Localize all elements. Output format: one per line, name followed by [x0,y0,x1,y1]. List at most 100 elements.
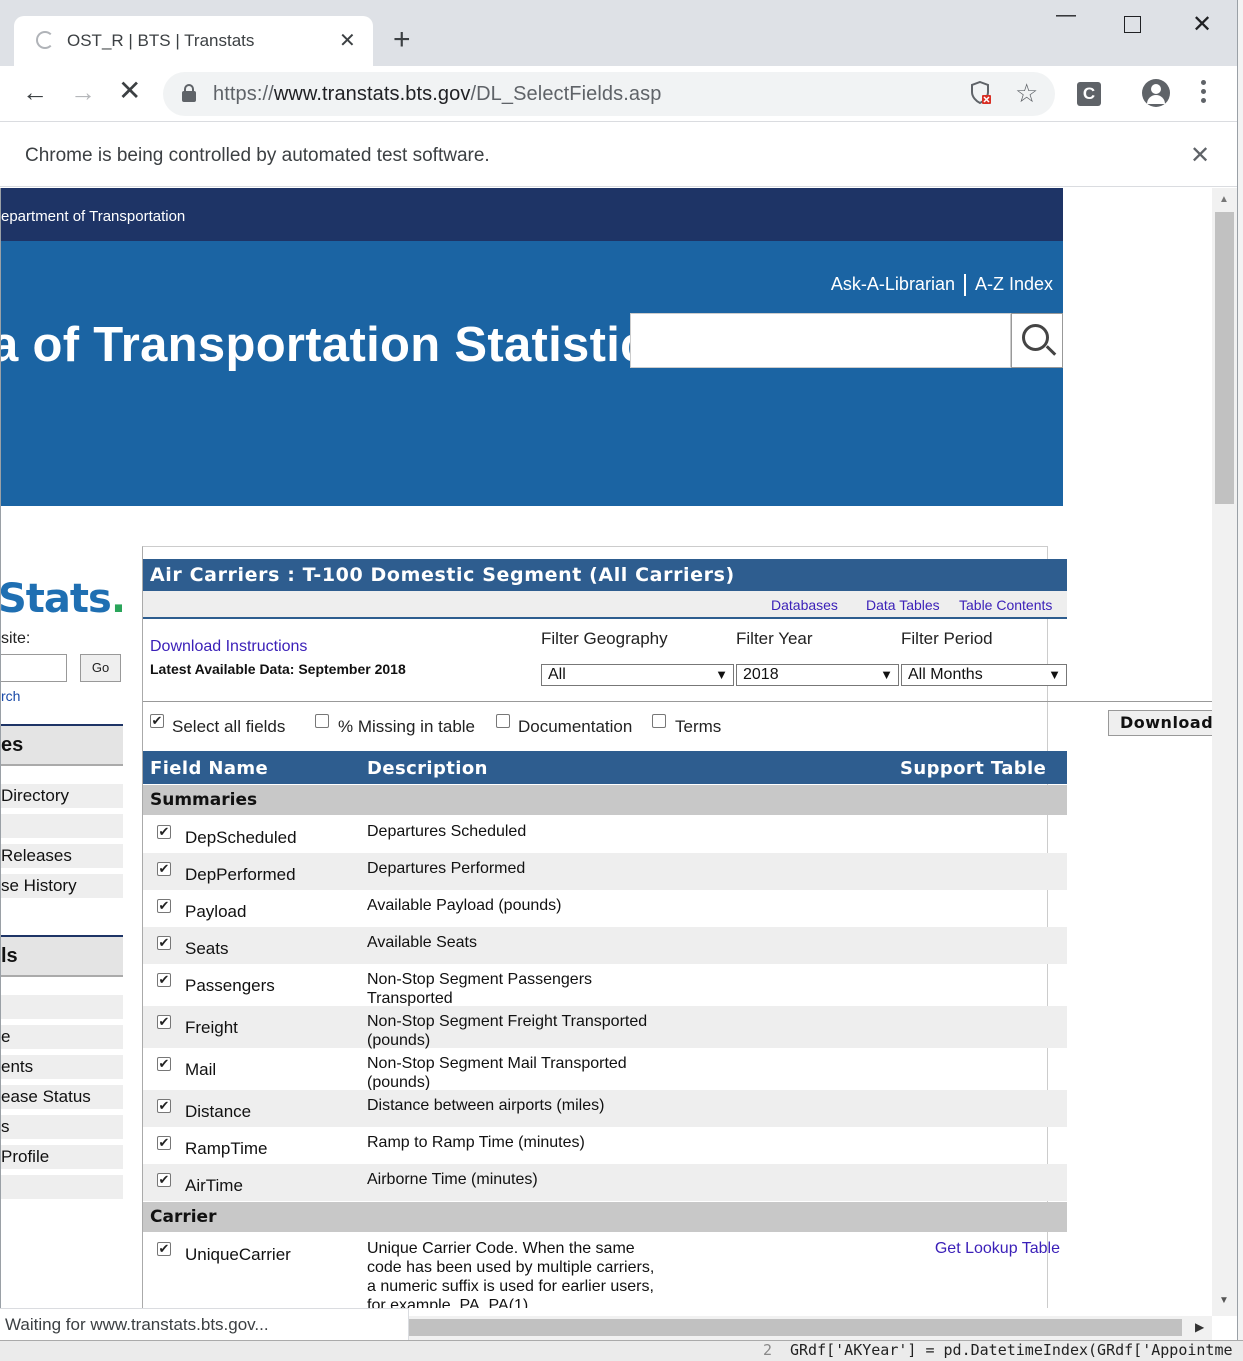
terms-checkbox[interactable] [652,714,666,728]
new-tab-button[interactable]: + [393,23,411,56]
latest-data-text: Latest Available Data: September 2018 [150,661,406,677]
field-checkbox[interactable]: ✔ [157,1056,171,1071]
table-row: ✔ DepPerformed Departures Performed [143,853,1067,890]
field-checkbox[interactable]: ✔ [157,861,171,876]
terms-label: Terms [675,717,722,736]
filter-year-select[interactable]: 2018 ▼ [736,664,899,686]
sidebar-item[interactable]: e [1,1025,123,1050]
sidebar-item-release-status[interactable]: ease Status [1,1085,123,1110]
sidebar-heading-1: es [1,724,123,766]
blocked-shield-icon[interactable] [971,81,991,105]
sidebar-item-directory[interactable]: Directory [1,784,123,809]
scroll-right-icon[interactable]: ▶ [1195,1320,1205,1334]
status-bubble: Waiting for www.transtats.bts.gov... [0,1308,409,1340]
stop-loading-icon[interactable]: ✕ [118,75,142,106]
get-lookup-table-link[interactable]: Get Lookup Table [934,1240,1060,1257]
field-checkbox[interactable]: ✔ [157,898,171,913]
background-editor: 2 GRdf['AKYear'] = pd.DatetimeIndex(GRdf… [0,1340,1243,1361]
sidebar-heading-2: ls [1,935,123,977]
group-summaries: Summaries [143,785,1067,815]
filter-period-label: Filter Period [901,629,993,648]
field-name: Distance [185,1102,252,1121]
sidebar-item-releases[interactable]: Releases [1,844,123,869]
url-text[interactable]: https://www.transtats.bts.gov/DL_SelectF… [213,83,662,105]
field-checkbox[interactable]: ✔ [157,1098,171,1113]
sidebar-search-link[interactable]: rch [1,688,21,704]
sidebar-item[interactable] [1,1175,123,1200]
field-checkbox[interactable]: ✔ [157,935,171,950]
maximize-button[interactable] [1124,16,1141,33]
sidebar-item[interactable]: s [1,1115,123,1140]
sidebar-item-release-history[interactable]: se History [1,874,123,899]
table-row: ✔ Seats Available Seats [143,927,1067,964]
download-instructions-link[interactable]: Download Instructions [150,638,308,655]
field-description: Available Seats [367,934,477,951]
missing-checkbox[interactable] [315,714,329,728]
scroll-down-icon[interactable]: ▼ [1219,1295,1229,1306]
tab-close-icon[interactable]: ✕ [339,30,356,52]
field-checkbox[interactable]: ✔ [157,1241,171,1256]
table-row: ✔ Payload Available Payload (pounds) [143,890,1067,927]
databases-link[interactable]: Databases [771,597,838,613]
forward-arrow-icon[interactable]: → [70,77,96,107]
loading-spinner-icon [36,31,54,49]
filter-period-select[interactable]: All Months ▼ [901,664,1067,686]
field-name: Payload [185,902,247,921]
code-line: GRdf['AKYear'] = pd.DatetimeIndex(GRdf['… [790,1341,1233,1359]
lock-icon[interactable] [182,84,196,102]
browser-tab[interactable]: OST_R | BTS | Transtats ✕ [14,16,373,66]
infobar-close-icon[interactable]: ✕ [1190,142,1211,169]
field-checkbox[interactable]: ✔ [157,1172,171,1187]
profile-avatar-icon[interactable] [1142,79,1170,107]
extension-icon[interactable]: C [1077,82,1101,106]
vertical-scrollbar[interactable]: ▲ ▼ [1212,188,1237,1316]
select-all-checkbox[interactable]: ✔ [150,713,164,728]
missing-label: % Missing in table [338,717,476,736]
table-contents-link[interactable]: Table Contents [959,597,1053,613]
field-name: DepScheduled [185,828,297,847]
filter-geography-select[interactable]: All ▼ [541,664,734,686]
field-description: Airborne Time (minutes) [367,1171,538,1188]
bookmark-star-icon[interactable]: ☆ [1015,78,1039,108]
address-bar[interactable]: https://www.transtats.bts.gov/DL_SelectF… [163,72,1055,116]
sidebar-item[interactable] [1,995,123,1020]
automation-infobar: Chrome is being controlled by automated … [0,123,1237,187]
header-description: Description [367,758,488,779]
sidebar-item-profile[interactable]: Profile [1,1145,123,1170]
table-row: ✔ RampTime Ramp to Ramp Time (minutes) [143,1127,1067,1164]
field-description: Distance between airports (miles) [367,1097,605,1114]
table-row: ✔ Mail Non-Stop Segment Mail Transported… [143,1048,1067,1091]
scroll-up-icon[interactable]: ▲ [1219,194,1229,205]
table-row: ✔ Freight Non-Stop Segment Freight Trans… [143,1006,1067,1049]
window-close-button[interactable]: ✕ [1192,11,1213,38]
minimize-button[interactable]: — [1056,4,1076,26]
kebab-menu-icon[interactable] [1201,80,1207,108]
go-button[interactable]: Go [80,654,121,682]
sidebar-item[interactable] [1,814,123,839]
tab-strip: OST_R | BTS | Transtats ✕ + — ✕ [0,0,1237,66]
field-checkbox[interactable]: ✔ [157,1135,171,1150]
back-arrow-icon[interactable]: ← [22,77,48,107]
sidebar-item[interactable]: ents [1,1055,123,1080]
transtats-logo[interactable]: Stats. [0,576,126,622]
site-search-input[interactable] [630,313,1011,368]
download-button[interactable]: Download [1108,710,1212,736]
agency-name: epartment of Transportation [1,208,186,225]
sidebar-search-label: site: [1,630,31,647]
scroll-thumb[interactable] [1215,212,1234,504]
sidebar-search-input[interactable] [1,654,67,682]
nav-statistical-products[interactable]: Statistical Products and Data [161,654,457,680]
ask-a-librarian-link[interactable]: Ask-A-Librarian [830,274,955,294]
scroll-thumb[interactable] [409,1319,1182,1336]
search-button[interactable] [1011,313,1063,368]
a-z-index-link[interactable]: A-Z Index [974,274,1053,294]
documentation-checkbox[interactable] [496,714,510,728]
site-banner: Ask-A-Librarian A-Z Index a of Transporta… [1,241,1063,680]
field-checkbox[interactable]: ✔ [157,1014,171,1029]
panel-links: Databases Data Tables Table Contents [143,591,1067,619]
group-carrier: Carrier [143,1202,1067,1232]
table-header: Field Name Description Support Table [143,751,1067,784]
data-tables-link[interactable]: Data Tables [866,597,940,613]
field-checkbox[interactable]: ✔ [157,972,171,987]
field-checkbox[interactable]: ✔ [157,824,171,839]
